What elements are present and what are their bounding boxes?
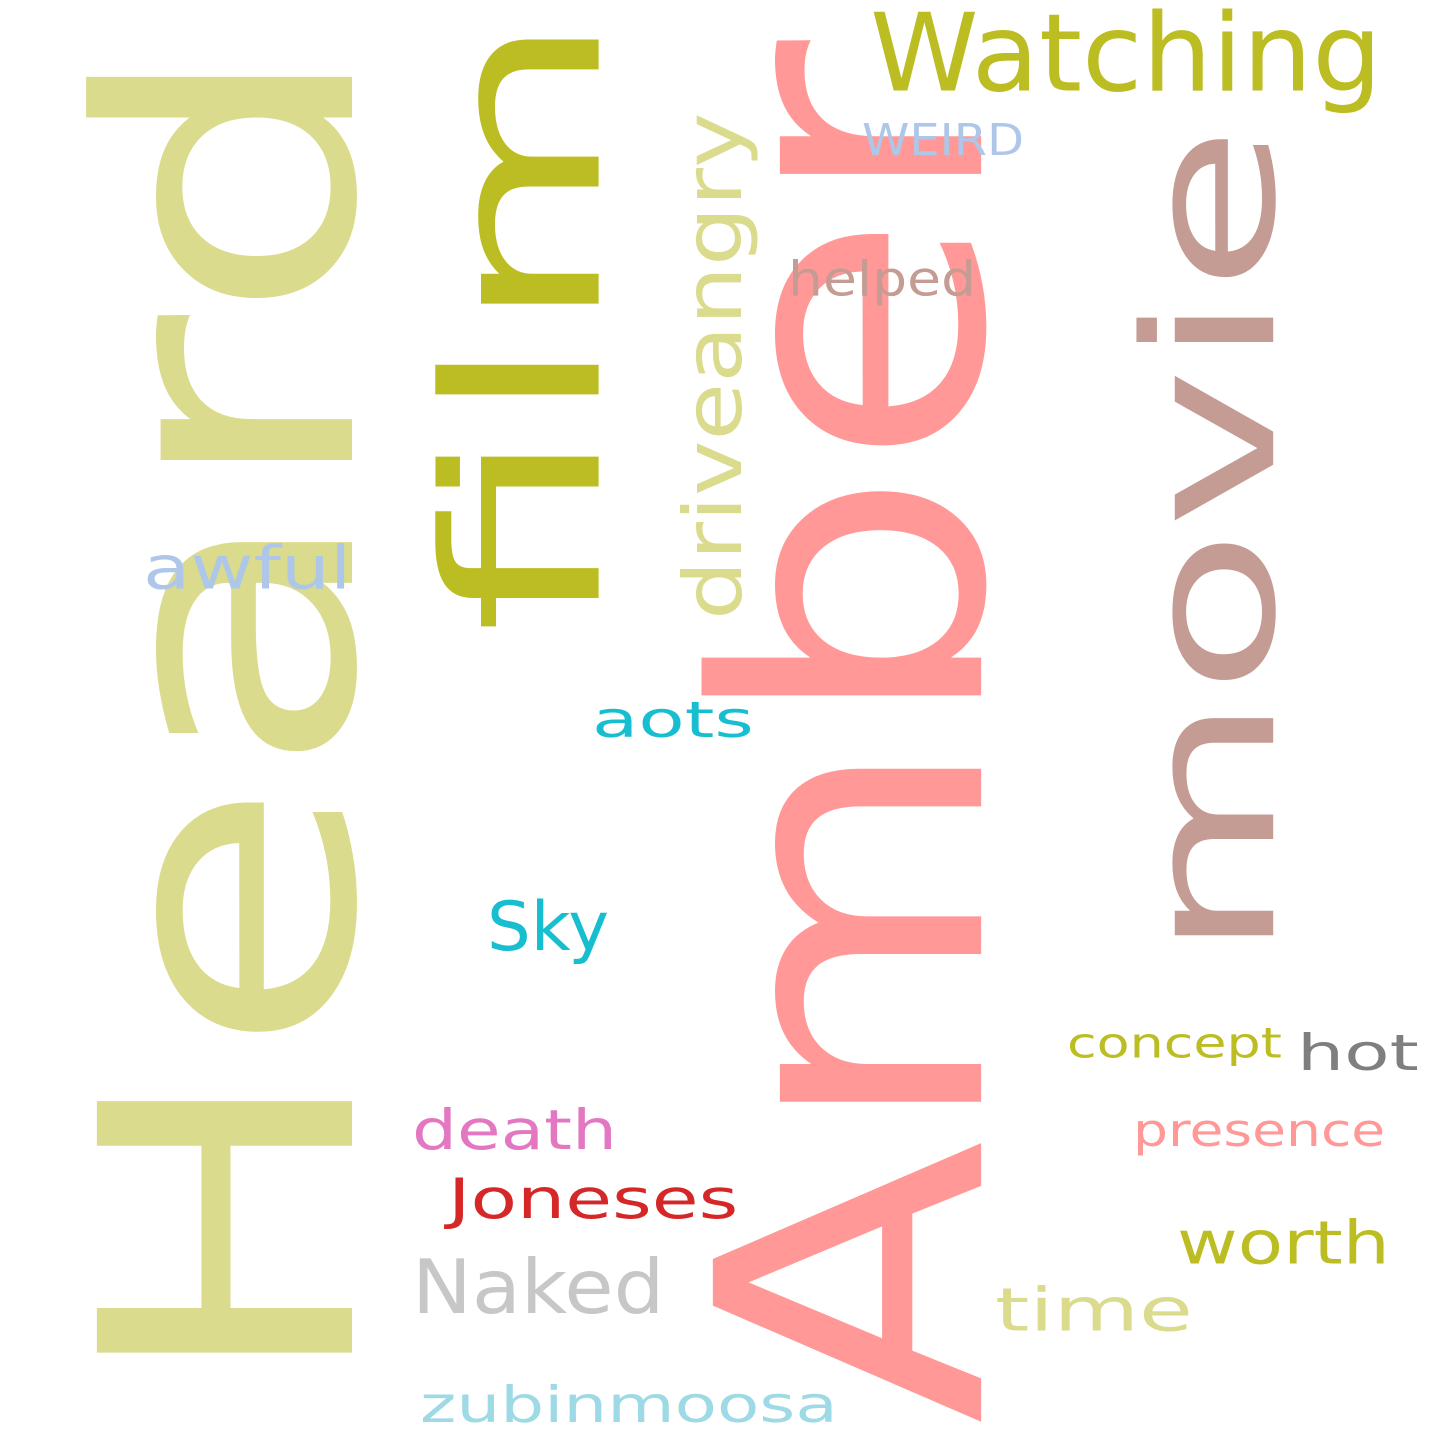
word-sky: Sky: [487, 886, 610, 967]
word-movie: movie: [1105, 124, 1317, 960]
word-concept: concept: [1067, 1018, 1282, 1068]
word-joneses: Joneses: [448, 1167, 739, 1232]
word-naked: Naked: [412, 1243, 665, 1331]
word-time: time: [995, 1274, 1193, 1345]
word-worth: worth: [1177, 1207, 1390, 1278]
word-presence: presence: [1133, 1103, 1386, 1157]
word-driveangry: driveangry: [666, 112, 761, 620]
word-weird: WEIRD: [862, 114, 1025, 166]
word-hot: hot: [1297, 1023, 1419, 1082]
word-heard: Heard: [26, 35, 437, 1398]
word-awful: awful: [143, 532, 352, 603]
word-helped: helped: [788, 250, 977, 307]
word-film: film: [398, 11, 651, 634]
word-zubinmoosa: zubinmoosa: [420, 1375, 838, 1434]
word-death: death: [412, 1098, 617, 1163]
word-aots: aots: [592, 690, 754, 749]
word-watching: Watching: [870, 0, 1382, 117]
